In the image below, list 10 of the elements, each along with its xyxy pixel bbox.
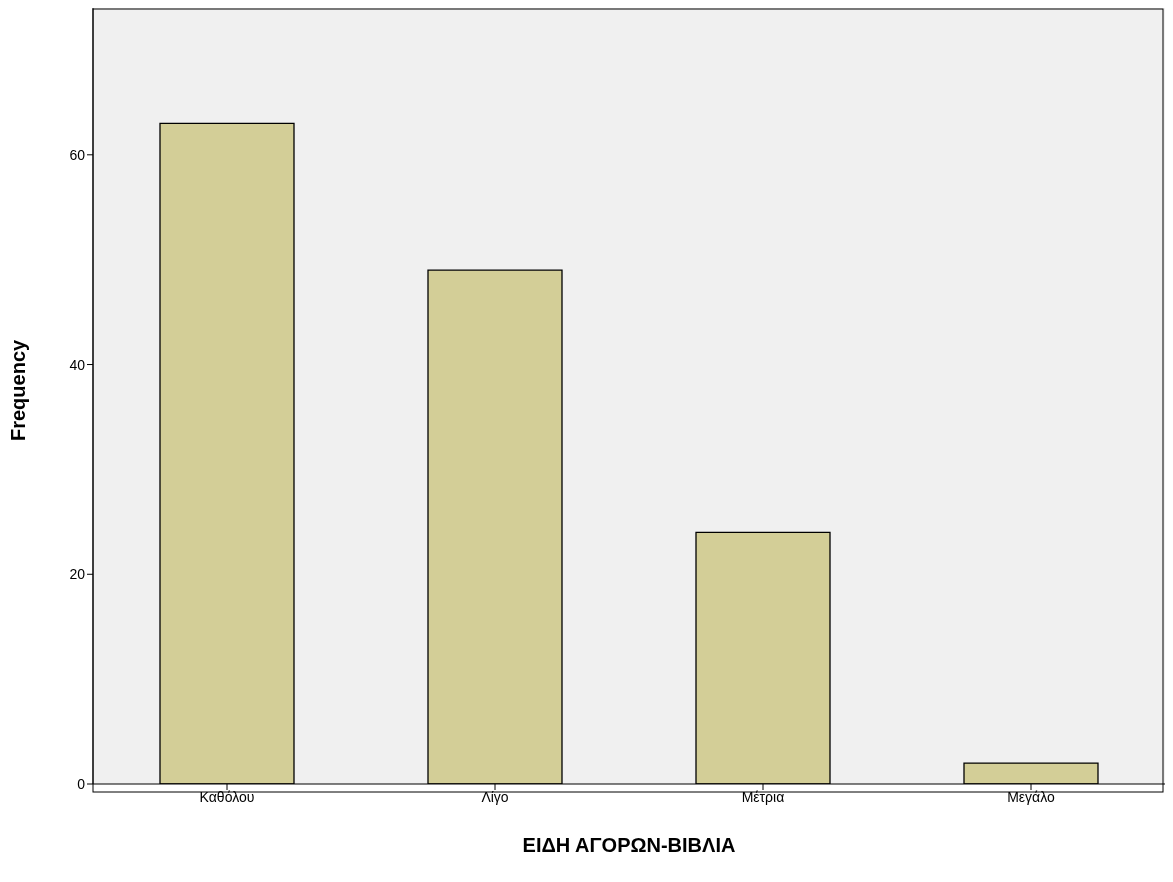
y-tick-label: 40 — [69, 356, 86, 373]
y-axis-title: Frequency — [7, 338, 30, 441]
x-tick-label: Λίγο — [481, 788, 509, 805]
y-tick-label: 60 — [69, 146, 86, 163]
y-tick-label: 20 — [69, 566, 86, 583]
y-tick-label: 0 — [77, 775, 86, 792]
x-tick-label: Καθόλου — [199, 788, 255, 805]
x-axis-title: ΕΙΔΗ ΑΓΟΡΩΝ-ΒΙΒΛΙΑ — [522, 834, 736, 856]
x-tick-label: Μέτρια — [741, 788, 785, 805]
x-tick-label: Μεγάλο — [1007, 788, 1055, 805]
